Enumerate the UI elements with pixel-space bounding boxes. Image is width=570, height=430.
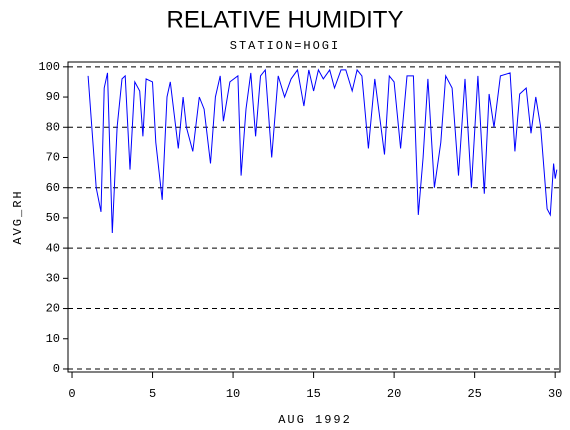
x-tick-label: 0: [68, 387, 75, 401]
y-tick-label: 70: [46, 151, 60, 165]
y-tick-label: 40: [46, 241, 60, 255]
x-tick-label: 15: [306, 387, 320, 401]
x-tick-label: 10: [226, 387, 240, 401]
chart-subtitle: STATION=HOGI: [230, 39, 340, 53]
plot-frame: [67, 61, 561, 373]
y-tick-label: 80: [46, 120, 60, 134]
y-tick-label: 90: [46, 90, 60, 104]
y-tick-label: 30: [46, 272, 60, 286]
y-axis-label: AVG_RH: [11, 189, 25, 244]
data-line: [87, 68, 558, 234]
x-axis-label: AUG 1992: [278, 413, 352, 427]
y-tick-label: 100: [38, 60, 60, 74]
x-tick-label: 25: [467, 387, 481, 401]
y-tick-label: 0: [53, 362, 60, 376]
x-tick-label: 20: [387, 387, 401, 401]
x-tick-label: 5: [149, 387, 156, 401]
x-tick-label: 30: [548, 387, 562, 401]
chart-title: RELATIVE HUMIDITY: [167, 6, 404, 33]
y-tick-label: 50: [46, 211, 60, 225]
y-tick-label: 20: [46, 302, 60, 316]
y-tick-label: 10: [46, 332, 60, 346]
y-tick-label: 60: [46, 181, 60, 195]
